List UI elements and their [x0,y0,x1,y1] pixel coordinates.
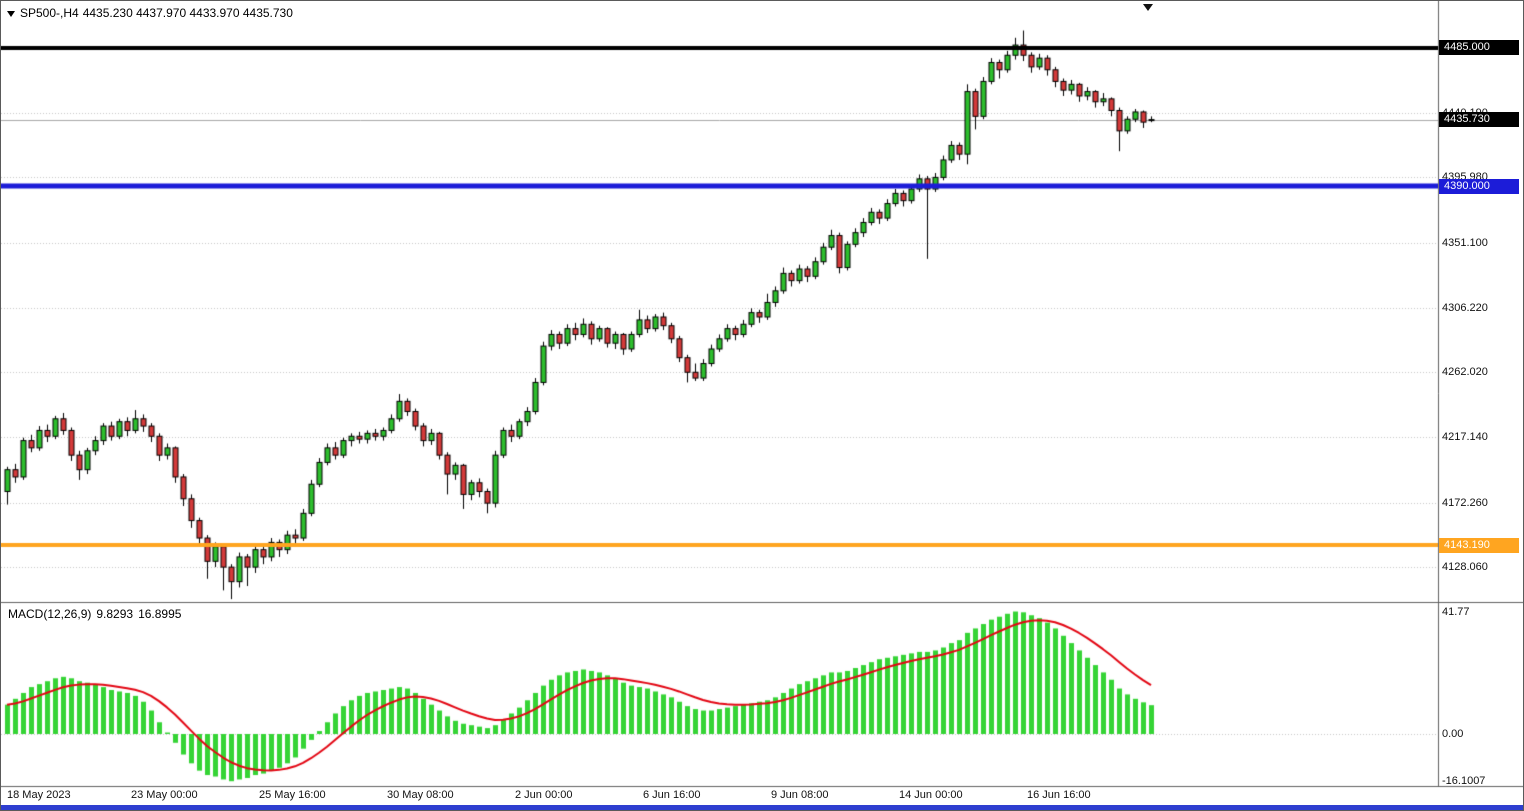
time-axis-label: 9 Jun 08:00 [771,789,829,801]
macd-axis-label: 41.77 [1442,605,1470,618]
price-tag-orange: 4143.190 [1439,537,1519,553]
symbol-marker-icon [7,11,15,17]
macd-axis-label: 0.00 [1442,728,1464,740]
time-axis-label: 2 Jun 00:00 [515,789,573,801]
indicator-signal-value: 16.8995 [138,607,182,621]
price-axis-label: 4217.140 [1442,431,1488,444]
time-axis-label: 18 May 2023 [7,789,71,801]
indicator-main-value: 9.8293 [96,607,134,621]
price-axis-label: 4128.060 [1442,561,1488,574]
taskbar-strip [1,805,1523,810]
time-axis-label: 30 May 08:00 [387,789,454,801]
price-tag-black: 4435.730 [1439,112,1519,128]
indicator-label: MACD(12,26,9) 9.8293 16.8995 [8,607,186,621]
time-axis-label: 16 Jun 16:00 [1027,789,1091,801]
time-axis-label: 23 May 00:00 [131,789,198,801]
price-tag-black: 4485.000 [1439,40,1519,56]
price-axis-label: 4351.100 [1442,236,1488,249]
price-axis-label: 4172.260 [1442,496,1488,509]
price-axis-label: 4306.220 [1442,301,1488,314]
ohlc-values: 4435.230 4437.970 4433.970 4435.730 [82,6,293,20]
price-tag-blue: 4390.000 [1439,178,1519,194]
time-axis-label: 14 Jun 00:00 [899,789,963,801]
time-axis-label: 6 Jun 16:00 [643,789,701,801]
macd-axis-label: -16.1007 [1442,775,1486,788]
symbol-timeframe: SP500-,H4 [20,6,79,20]
price-axis-label: 4262.020 [1442,366,1488,379]
chart-shift-marker-icon[interactable] [1143,4,1153,11]
indicator-name: MACD(12,26,9) [8,607,92,621]
time-axis-label: 25 May 16:00 [259,789,326,801]
chart-header: SP500-,H4 4435.230 4437.970 4433.970 4435… [7,6,297,20]
